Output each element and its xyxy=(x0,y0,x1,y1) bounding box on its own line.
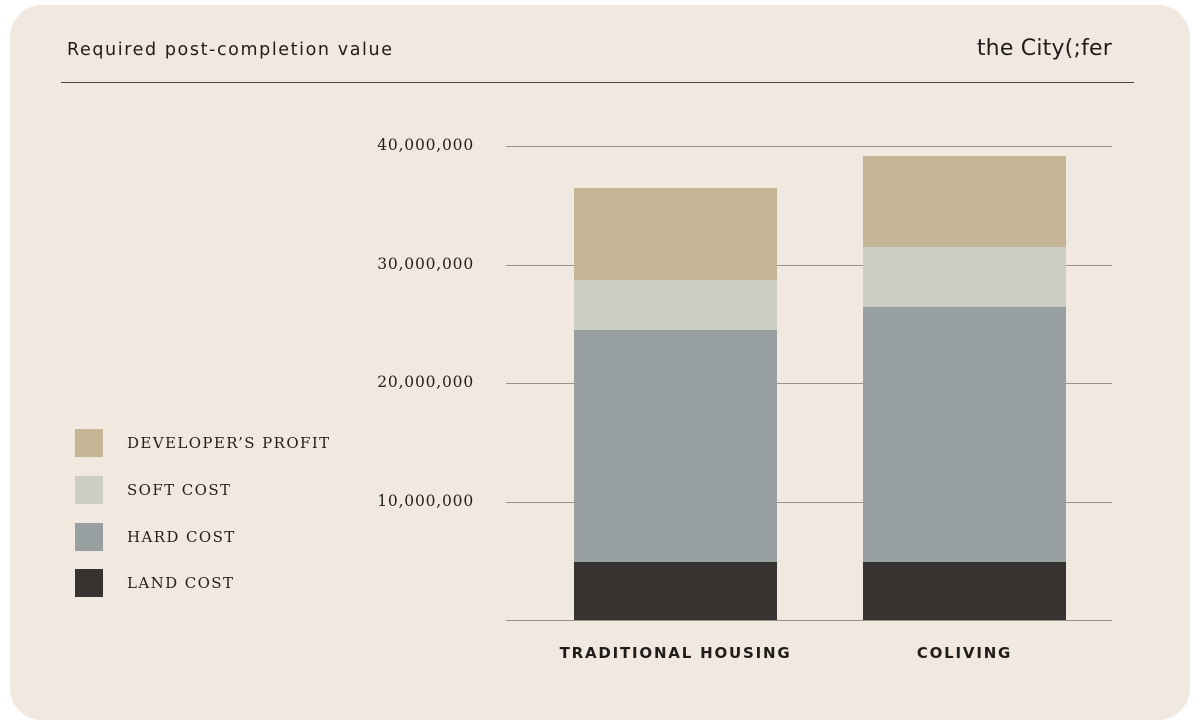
legend-item-land-cost: LAND COST xyxy=(75,569,234,597)
segment-developers-profit xyxy=(574,188,777,280)
legend-label: DEVELOPER’S PROFIT xyxy=(127,434,331,452)
x-axis-baseline xyxy=(506,620,1112,621)
legend-swatch-soft-cost xyxy=(75,476,103,504)
x-label-traditional-housing: TRADITIONAL HOUSING xyxy=(559,644,792,662)
legend-item-hard-cost: HARD COST xyxy=(75,523,236,551)
segment-land-cost xyxy=(574,562,777,620)
gridline-20m xyxy=(506,383,1112,384)
segment-soft-cost xyxy=(863,247,1066,307)
bar-traditional-housing xyxy=(574,188,777,620)
header-divider xyxy=(61,82,1134,83)
brand-logo: the City(;fer xyxy=(976,36,1112,61)
segment-developers-profit xyxy=(863,156,1066,247)
y-tick-label: 30,000,000 xyxy=(377,255,474,273)
bar-coliving xyxy=(863,156,1066,620)
chart-title: Required post-completion value xyxy=(67,40,394,60)
gridline-10m xyxy=(506,502,1112,503)
segment-soft-cost xyxy=(574,280,777,330)
y-tick-label: 10,000,000 xyxy=(377,492,474,510)
legend-label: HARD COST xyxy=(127,528,236,546)
legend-label: SOFT COST xyxy=(127,481,232,499)
gridline-30m xyxy=(506,265,1112,266)
legend-swatch-hard-cost xyxy=(75,523,103,551)
y-tick-label: 20,000,000 xyxy=(377,373,474,391)
y-tick-label: 40,000,000 xyxy=(377,136,474,154)
segment-hard-cost xyxy=(574,330,777,562)
legend-item-soft-cost: SOFT COST xyxy=(75,476,231,504)
legend-item-developers-profit: DEVELOPER’S PROFIT xyxy=(75,429,331,457)
x-label-coliving: COLIVING xyxy=(916,644,1013,662)
legend-swatch-land-cost xyxy=(75,569,103,597)
legend-label: LAND COST xyxy=(127,574,235,592)
gridline-40m xyxy=(506,146,1112,147)
segment-land-cost xyxy=(863,562,1066,620)
legend-swatch-developers-profit xyxy=(75,429,103,457)
segment-hard-cost xyxy=(863,307,1066,562)
